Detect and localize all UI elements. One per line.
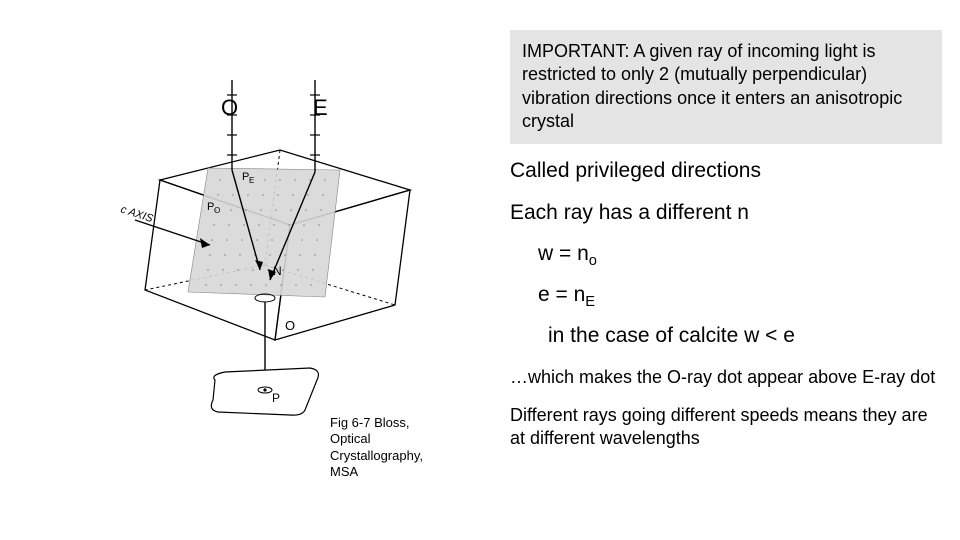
caption-line4: MSA <box>330 464 470 480</box>
text-column: IMPORTANT: A given ray of incoming light… <box>510 0 960 540</box>
svg-text:c AXIS: c AXIS <box>119 203 155 225</box>
caption-line2: Optical <box>330 431 470 447</box>
calcite-line: in the case of calcite w < e <box>510 324 942 348</box>
svg-text:N: N <box>273 264 282 278</box>
svg-text:O: O <box>285 318 295 333</box>
caption-line1: Fig 6-7 Bloss, <box>330 415 470 431</box>
w-equation: w = no <box>510 242 942 269</box>
speeds-line: Different rays going different speeds me… <box>510 404 942 451</box>
e-equation: e = nE <box>510 283 942 310</box>
w-eq-sub: o <box>589 253 597 269</box>
svg-text:E: E <box>249 176 254 185</box>
privileged-line: Called privileged directions <box>510 158 942 184</box>
w-eq-text: w = n <box>538 242 589 265</box>
dots-line: …which makes the O-ray dot appear above … <box>510 366 942 389</box>
caption-line3: Crystallography, <box>330 448 470 464</box>
svg-text:O: O <box>214 206 220 215</box>
svg-text:P: P <box>272 391 280 405</box>
crystal-diagram: c AXIS PE PO N O P <box>110 80 450 420</box>
important-box: IMPORTANT: A given ray of incoming light… <box>510 30 942 144</box>
each-ray-line: Each ray has a different n <box>510 200 942 226</box>
e-eq-sub: E <box>585 294 595 310</box>
figure-caption: Fig 6-7 Bloss, Optical Crystallography, … <box>330 415 470 480</box>
e-eq-text: e = n <box>538 283 585 306</box>
figure-column: O E <box>0 0 510 540</box>
